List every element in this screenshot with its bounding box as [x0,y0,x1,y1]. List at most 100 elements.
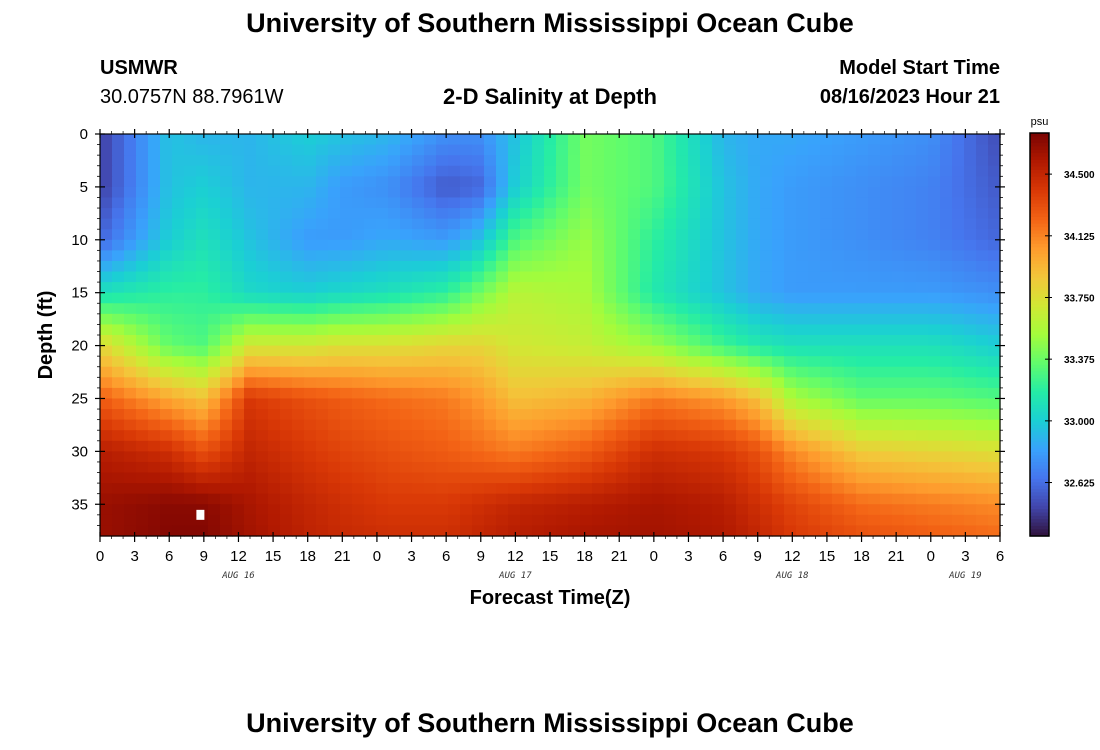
heatmap-cell [376,260,389,273]
colorbar-band [1030,277,1049,282]
heatmap-cell [988,197,1001,209]
heatmap-cell [688,504,701,516]
heatmap-cell [220,313,233,326]
heatmap-cell [988,356,1001,368]
heatmap-cell [640,472,653,484]
colorbar-band [1030,411,1049,416]
heatmap-cell [400,155,413,167]
heatmap-cell [376,387,389,400]
heatmap-cell [292,345,305,357]
heatmap-cell [556,229,569,241]
heatmap-cell [616,271,629,283]
heatmap-cell [796,483,809,495]
heatmap-cell [196,440,209,452]
heatmap-cell [148,271,161,283]
heatmap-cell [148,483,161,495]
heatmap-cell [520,440,533,452]
heatmap-cell [364,377,377,389]
colorbar-band [1030,431,1049,436]
heatmap-cell [652,514,665,527]
heatmap-cell [100,451,113,463]
heatmap-cell [784,260,797,273]
heatmap-cell [676,303,689,315]
heatmap-cell [616,313,629,326]
heatmap-cell [784,440,797,452]
heatmap-cell [112,282,125,294]
heatmap-cell [652,134,665,146]
heatmap-cell [424,260,437,273]
heatmap-cell [148,260,161,273]
colorbar-band [1030,304,1049,309]
heatmap-cell [136,155,149,167]
heatmap-cell [280,134,293,146]
heatmap-cell [160,197,173,209]
heatmap-cell [244,356,257,368]
heatmap-cell [208,440,221,452]
heatmap-cell [484,155,497,167]
heatmap-cell [220,430,233,442]
heatmap-cell [376,186,389,199]
heatmap-cell [400,335,413,347]
heatmap-cell [652,176,665,188]
heatmap-cell [592,260,605,273]
heatmap-cell [376,229,389,241]
heatmap-cell [820,155,833,167]
heatmap-cell [184,218,197,230]
heatmap-cell [472,313,485,326]
heatmap-cell [172,493,185,505]
heatmap-cell [844,514,857,527]
heatmap-cell [388,176,401,188]
heatmap-cell [568,366,581,378]
heatmap-cell [184,387,197,400]
heatmap-cell [436,292,449,304]
y-axis-title: Depth (ft) [35,291,57,380]
heatmap-cell [808,366,821,378]
heatmap-cell [448,282,461,294]
heatmap-cell [484,197,497,209]
heatmap-cell [436,186,449,199]
heatmap-cell [736,387,749,400]
heatmap-cell [988,335,1001,347]
heatmap-cell [532,271,545,283]
heatmap-cell [400,208,413,220]
heatmap-cell [880,387,893,400]
heatmap-cell [676,208,689,220]
heatmap-cell [220,176,233,188]
heatmap-cell [916,218,929,230]
heatmap-cell [736,483,749,495]
heatmap-cell [640,514,653,527]
heatmap-cell [448,409,461,421]
heatmap-cell [928,313,941,326]
heatmap-cell [880,504,893,516]
heatmap-cell [172,409,185,421]
heatmap-cell [592,218,605,230]
heatmap-cell [172,514,185,527]
colorbar-band [1030,193,1049,198]
heatmap-cell [172,292,185,304]
heatmap-cell [304,377,317,389]
heatmap-cell [220,165,233,177]
heatmap-cell [604,514,617,527]
heatmap-cell [664,197,677,209]
heatmap-cell [400,440,413,452]
heatmap-cell [316,461,329,474]
heatmap-cell [880,186,893,199]
heatmap-cell [988,409,1001,421]
heatmap-cell [964,260,977,273]
heatmap-cell [784,514,797,527]
heatmap-cell [688,440,701,452]
heatmap-cell [688,303,701,315]
heatmap-cell [700,356,713,368]
heatmap-cell [808,419,821,431]
heatmap-cell [256,504,269,516]
heatmap-cell [232,260,245,273]
heatmap-cell [388,366,401,378]
heatmap-cell [844,229,857,241]
heatmap-cell [400,525,413,537]
heatmap-cell [460,324,473,336]
heatmap-cell [448,419,461,431]
heatmap-cell [988,208,1001,220]
heatmap-cell [580,165,593,177]
y-tick-label: 20 [71,338,88,355]
heatmap-cell [388,387,401,400]
